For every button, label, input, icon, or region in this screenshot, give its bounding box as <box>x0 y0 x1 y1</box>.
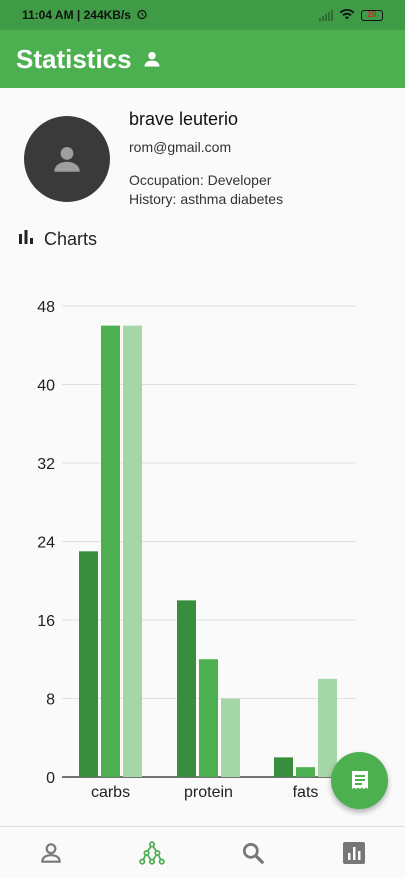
person-icon <box>54 146 80 172</box>
document-icon <box>351 770 368 789</box>
profile-email: rom@gmail.com <box>129 139 232 155</box>
charts-label: Charts <box>44 229 98 249</box>
x-tick-label: protein <box>184 784 233 801</box>
stats-icon <box>343 841 366 864</box>
bar-chart: 0 8 16 24 32 40 48 carbs protein fats <box>37 299 356 801</box>
alarm-icon <box>136 8 148 23</box>
network-icon <box>139 840 165 865</box>
y-tick-label: 8 <box>46 692 55 709</box>
search-icon <box>243 842 264 864</box>
y-tick-label: 16 <box>37 613 55 630</box>
y-tick-label: 40 <box>37 378 55 395</box>
profile-name: brave leuterio <box>129 109 239 129</box>
bar-carbs-2 <box>101 325 120 777</box>
document-button[interactable] <box>331 752 388 809</box>
bar-fats-1 <box>274 757 293 777</box>
person-outline-icon <box>40 842 61 863</box>
nav-stats[interactable] <box>304 827 405 878</box>
bar-protein-1 <box>177 600 196 777</box>
profile-occupation: Occupation: Developer <box>129 172 272 188</box>
status-time: 11:04 AM | 244KB/s <box>22 8 131 22</box>
bar-fats-2 <box>296 767 315 777</box>
profile-history: History: asthma diabetes <box>129 191 284 207</box>
avatar <box>24 116 110 202</box>
battery-icon: 20 <box>361 9 383 21</box>
bar-protein-3 <box>221 698 240 777</box>
bar-protein-2 <box>199 659 218 777</box>
profile-card: brave leuterio rom@gmail.com Occupation:… <box>0 88 405 218</box>
y-tick-label: 32 <box>37 456 55 473</box>
wifi-icon <box>339 8 355 23</box>
nav-network[interactable] <box>101 827 202 878</box>
signal-icon <box>319 9 333 21</box>
nav-search[interactable] <box>203 827 304 878</box>
y-tick-label: 0 <box>46 770 55 787</box>
bar-chart-icon <box>18 230 34 249</box>
charts-header: Charts <box>18 229 97 250</box>
bar-carbs-1 <box>79 551 98 777</box>
nav-profile[interactable] <box>0 827 101 878</box>
y-tick-label: 48 <box>37 299 55 316</box>
bottom-navigation <box>0 826 405 878</box>
app-bar: Statistics <box>0 30 405 88</box>
status-bar: 11:04 AM | 244KB/s 20 <box>0 0 405 30</box>
x-tick-label: fats <box>293 784 319 801</box>
y-tick-label: 24 <box>37 535 55 552</box>
bar-fats-3 <box>318 678 337 777</box>
page-title: Statistics <box>16 43 132 74</box>
x-tick-label: carbs <box>91 784 130 801</box>
bar-carbs-3 <box>123 325 142 777</box>
person-icon <box>142 49 162 69</box>
